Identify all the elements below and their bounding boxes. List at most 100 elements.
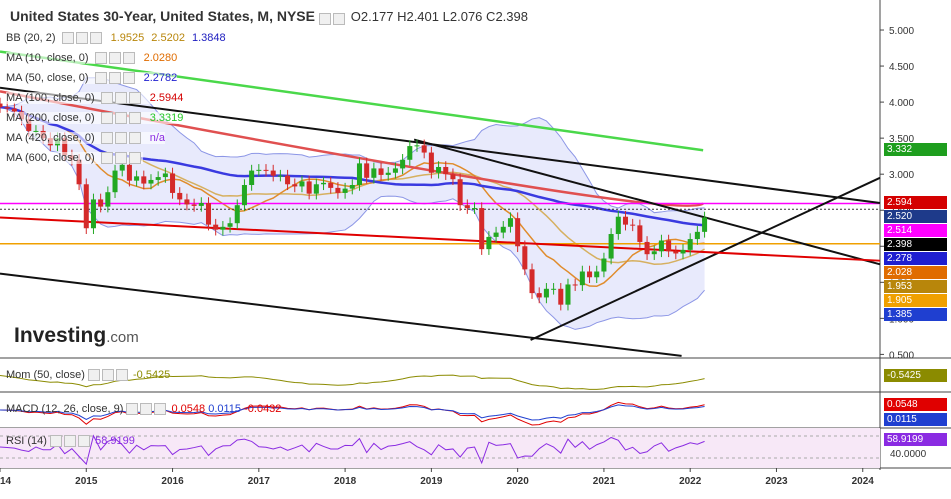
candle-body — [436, 166, 442, 173]
legend-buttons[interactable] — [100, 112, 143, 125]
candle-body — [601, 258, 607, 272]
candle-body — [543, 288, 549, 298]
legend-row[interactable]: MA (100, close, 0) 2.5944 — [6, 92, 184, 105]
legend-value: 2.2782 — [140, 72, 178, 84]
candle-body — [256, 169, 262, 171]
candle-body — [587, 271, 593, 278]
y-tick-label: 4.500 — [889, 62, 914, 73]
legend-name: MA (100, close, 0) — [6, 92, 95, 104]
candle-body — [673, 251, 679, 254]
rsi-axis-tick: 40.0000 — [890, 449, 927, 460]
candle-body — [443, 166, 449, 175]
candle-body — [220, 226, 226, 230]
candle-body — [565, 284, 571, 305]
candle-body — [83, 184, 89, 229]
legend-buttons[interactable] — [100, 132, 143, 145]
candle-body — [457, 179, 463, 206]
candle-body — [98, 199, 104, 207]
candle-body — [0, 103, 3, 108]
legend-row[interactable]: MA (50, close, 0) 2.2782 — [6, 72, 178, 85]
candle-body — [551, 288, 557, 290]
candle-body — [536, 293, 542, 298]
candle-body — [306, 181, 312, 194]
candle-body — [622, 216, 629, 225]
rsi-band — [0, 428, 880, 468]
legend-row[interactable]: MA (200, close, 0) 3.3319 — [6, 112, 184, 125]
candle-body — [421, 145, 427, 153]
investing-logo: Investing.com — [14, 324, 139, 347]
candle-body — [134, 176, 140, 181]
price-badge: 2.398 — [884, 238, 947, 252]
legend-row[interactable]: MA (600, close, 0) — [6, 152, 143, 165]
y-tick-label: 3.000 — [889, 170, 914, 181]
candle-body — [191, 204, 197, 206]
candle-body — [486, 236, 492, 250]
candle-body — [33, 130, 39, 132]
candle-body — [263, 169, 269, 171]
candle-body — [335, 187, 341, 193]
legend-row[interactable]: MA (420, close, 0) n/a — [6, 132, 166, 145]
legend-row[interactable]: BB (20, 2) 1.9525 2.5202 1.3848 — [6, 32, 226, 45]
candle-body — [479, 208, 485, 250]
legend-name: MA (10, close, 0) — [6, 52, 89, 64]
legend-buttons[interactable] — [100, 152, 143, 165]
trendline-upper_black — [0, 86, 881, 205]
legend-value: n/a — [146, 132, 166, 144]
candle-body — [4, 107, 10, 109]
candle-body — [579, 271, 585, 286]
candle-body — [90, 199, 96, 229]
candle-body — [637, 225, 643, 242]
candle-body — [198, 203, 204, 206]
y-tick-label: 0.500 — [889, 350, 914, 361]
candle-body — [651, 251, 657, 255]
legend-buttons[interactable] — [94, 72, 137, 85]
candle-body — [112, 170, 118, 193]
candle-body — [141, 176, 147, 184]
candle-body — [630, 224, 636, 226]
candle-body — [687, 239, 693, 250]
candle-body — [148, 179, 154, 184]
candle-body — [378, 168, 384, 175]
candle-body — [471, 208, 478, 210]
candle-body — [277, 175, 283, 177]
candle-body — [234, 205, 240, 224]
candle-body — [414, 145, 420, 147]
trendline-upper_black_2 — [413, 138, 881, 266]
x-tick-label: 2020 — [507, 476, 530, 487]
candle-body — [522, 246, 528, 270]
candle-body — [155, 177, 161, 180]
candle-body — [608, 234, 614, 259]
candle-body — [507, 218, 513, 227]
candle-body — [299, 181, 305, 187]
legend-row[interactable]: MA (10, close, 0) 2.0280 — [6, 52, 178, 65]
candle-body — [105, 192, 111, 207]
candle-body — [493, 232, 499, 237]
legend-buttons[interactable] — [94, 52, 137, 65]
candle-body — [119, 164, 125, 171]
candle-body — [205, 203, 212, 225]
y-tick-label: 3.500 — [889, 134, 914, 145]
ma-200-line — [0, 50, 704, 152]
candle-body — [270, 170, 276, 176]
x-tick-label: 2017 — [248, 476, 271, 487]
legend-buttons[interactable] — [61, 32, 104, 45]
legend-value: 2.5944 — [146, 92, 184, 104]
legend-value: 1.3848 — [188, 32, 226, 44]
candle-body — [249, 170, 255, 185]
candle-body — [666, 240, 672, 252]
candle-body — [241, 185, 247, 206]
legend-value: 2.0280 — [140, 52, 178, 64]
x-tick-label: 2024 — [852, 476, 875, 487]
candle-body — [428, 152, 434, 173]
ohlc-readout: O2.177 H2.401 L2.076 C2.398 — [350, 9, 528, 24]
x-tick-label: 2016 — [161, 476, 184, 487]
title-buttons[interactable] — [318, 9, 347, 25]
candle-body — [702, 217, 708, 232]
candle-body — [572, 284, 578, 286]
candle-body — [594, 271, 600, 278]
bollinger-lower — [0, 106, 705, 330]
legend-buttons[interactable] — [100, 92, 143, 105]
x-tick-label: 2023 — [765, 476, 788, 487]
legend-name: MA (420, close, 0) — [6, 132, 95, 144]
price-badge: 2.514 — [884, 224, 947, 238]
